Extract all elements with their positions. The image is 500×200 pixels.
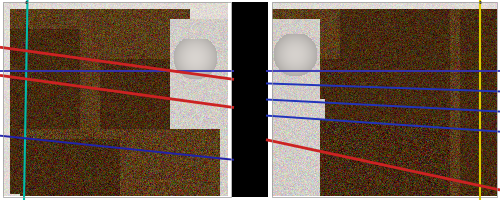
- Bar: [3, 3, 231, 197]
- Bar: [272, 3, 497, 197]
